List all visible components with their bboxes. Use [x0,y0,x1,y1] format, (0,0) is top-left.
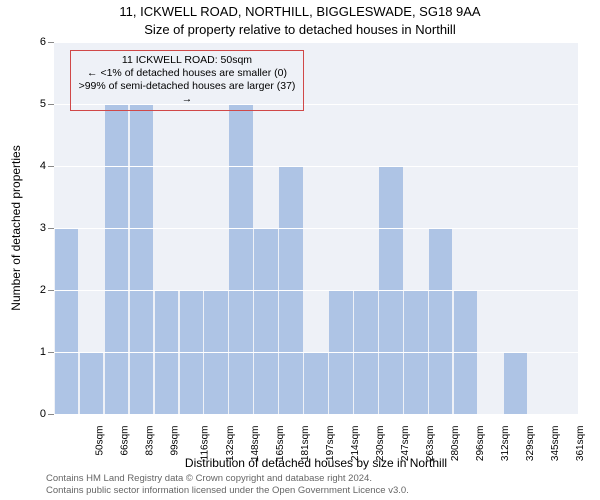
y-axis: 0123456 [0,42,54,414]
bar [254,228,277,414]
x-tick-label: 66sqm [120,426,131,456]
y-tick-label: 2 [40,284,46,296]
y-tick-label: 4 [40,160,46,172]
bar [429,228,452,414]
bar [105,104,128,414]
bar [130,104,153,414]
footer-line-2: Contains public sector information licen… [46,485,409,496]
x-tick-label: 50sqm [95,426,106,456]
bar [55,228,78,414]
y-tick-label: 5 [40,98,46,110]
y-tick-label: 1 [40,346,46,358]
bar [229,104,252,414]
grid-line [54,228,578,229]
x-axis-label: Distribution of detached houses by size … [54,456,578,470]
annotation-line-1: 11 ICKWELL ROAD: 50sqm [77,54,297,67]
annotation-callout: 11 ICKWELL ROAD: 50sqm ← <1% of detached… [70,50,304,111]
grid-line [54,290,578,291]
footer-attribution: Contains HM Land Registry data © Crown c… [46,473,409,496]
x-tick-label: 83sqm [145,426,156,456]
chart-title-line2: Size of property relative to detached ho… [0,22,600,37]
grid-line [54,352,578,353]
annotation-line-2: ← <1% of detached houses are smaller (0) [77,67,297,80]
x-axis: 50sqm66sqm83sqm99sqm116sqm132sqm148sqm16… [54,414,578,458]
bar [304,352,327,414]
x-tick-label: 99sqm [170,426,181,456]
grid-line [54,42,578,43]
y-tick-label: 0 [40,408,46,420]
y-tick-label: 6 [40,36,46,48]
grid-line [54,166,578,167]
bar [80,352,103,414]
y-tick-label: 3 [40,222,46,234]
chart-title-line1: 11, ICKWELL ROAD, NORTHILL, BIGGLESWADE,… [0,4,600,19]
footer-line-1: Contains HM Land Registry data © Crown c… [46,473,409,484]
bar [504,352,527,414]
annotation-line-3: >99% of semi-detached houses are larger … [77,80,297,106]
